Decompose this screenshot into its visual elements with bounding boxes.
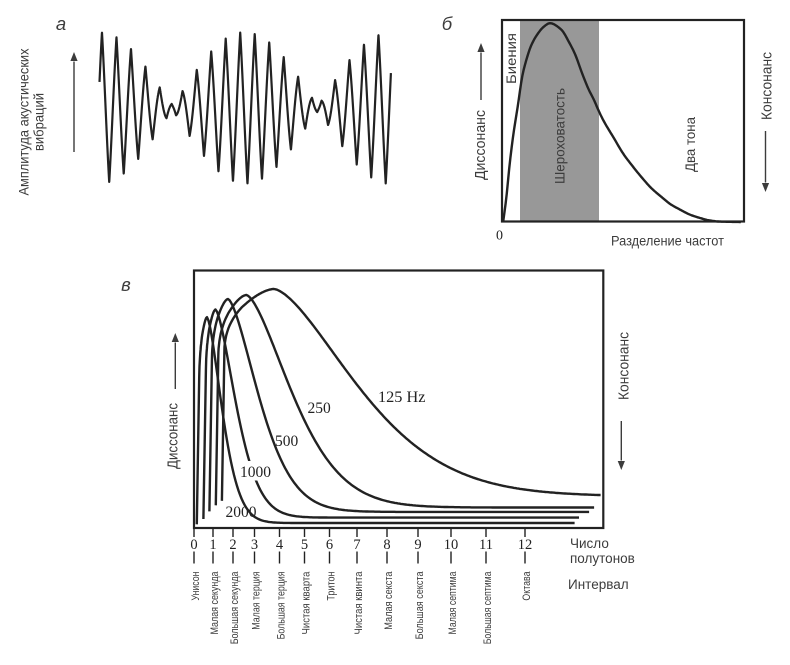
svg-text:Чистая квинта: Чистая квинта xyxy=(353,571,365,635)
svg-text:250: 250 xyxy=(308,400,332,417)
svg-text:Малая септима: Малая септима xyxy=(447,571,459,635)
svg-text:Октава: Октава xyxy=(521,571,533,601)
svg-text:Малая секста: Малая секста xyxy=(383,571,395,630)
svg-text:6: 6 xyxy=(326,537,333,553)
svg-text:в: в xyxy=(121,274,131,295)
svg-text:вибраций: вибраций xyxy=(32,93,47,151)
svg-text:Амплитуда акустических: Амплитуда акустических xyxy=(17,48,32,195)
svg-text:Разделение частот: Разделение частот xyxy=(611,234,724,249)
svg-text:Консонанс: Консонанс xyxy=(760,52,776,120)
svg-text:полутонов: полутонов xyxy=(570,551,635,566)
svg-text:Чистая кварта: Чистая кварта xyxy=(301,571,313,635)
svg-text:11: 11 xyxy=(479,537,493,553)
svg-text:Диссонанс: Диссонанс xyxy=(166,403,182,469)
svg-text:0: 0 xyxy=(496,229,503,244)
svg-text:8: 8 xyxy=(383,537,390,553)
svg-text:а: а xyxy=(56,13,66,34)
svg-text:Биения: Биения xyxy=(503,33,519,84)
svg-text:7: 7 xyxy=(353,537,360,553)
svg-text:Малая терция: Малая терция xyxy=(251,571,263,629)
svg-text:10: 10 xyxy=(444,537,459,553)
svg-text:500: 500 xyxy=(275,433,299,450)
svg-text:5: 5 xyxy=(301,537,308,553)
svg-text:Шероховатость: Шероховатость xyxy=(552,88,568,184)
svg-text:1000: 1000 xyxy=(240,464,271,481)
svg-text:Число: Число xyxy=(570,536,609,551)
svg-text:2: 2 xyxy=(229,537,236,553)
svg-text:1: 1 xyxy=(209,537,216,553)
svg-text:3: 3 xyxy=(251,537,258,553)
svg-text:Малая секунда: Малая секунда xyxy=(209,571,221,635)
svg-text:Унисон: Унисон xyxy=(190,572,202,601)
svg-text:Интервал: Интервал xyxy=(568,577,629,592)
svg-text:б: б xyxy=(442,13,453,34)
svg-text:Диссонанс: Диссонанс xyxy=(473,110,489,180)
svg-text:Большая септима: Большая септима xyxy=(482,571,494,644)
svg-text:Два тона: Два тона xyxy=(682,117,698,172)
svg-text:2000: 2000 xyxy=(226,504,257,521)
svg-text:9: 9 xyxy=(414,537,421,553)
svg-text:125 Hz: 125 Hz xyxy=(378,389,426,406)
svg-text:Большая терция: Большая терция xyxy=(276,571,288,639)
svg-text:4: 4 xyxy=(276,537,284,553)
svg-text:Консонанс: Консонанс xyxy=(616,332,632,400)
svg-text:Большая секста: Большая секста xyxy=(414,571,426,640)
svg-text:Большая секунда: Большая секунда xyxy=(229,571,241,645)
svg-text:12: 12 xyxy=(518,537,533,553)
svg-text:0: 0 xyxy=(190,537,197,553)
svg-text:Тритон: Тритон xyxy=(326,572,338,601)
